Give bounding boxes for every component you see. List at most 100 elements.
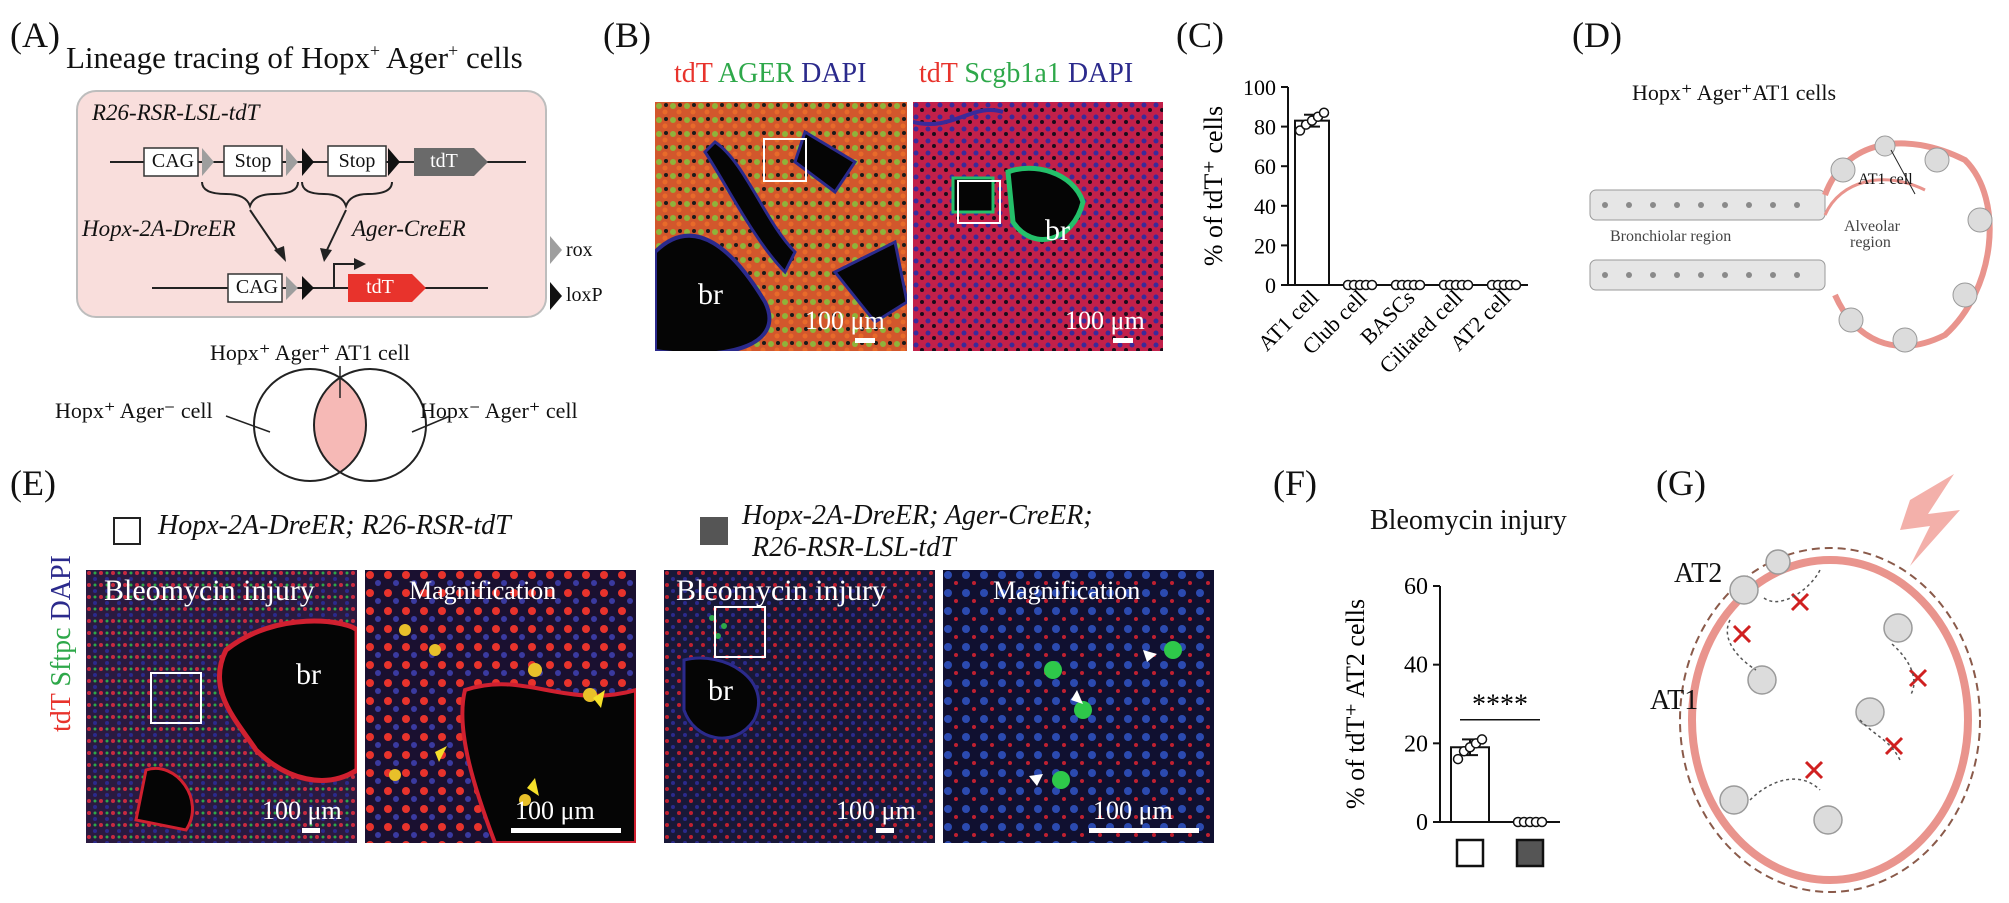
stop-label-2: Stop xyxy=(338,150,376,172)
panel-label-a: (A) xyxy=(10,15,60,55)
scale-label: 100 μm xyxy=(262,796,342,825)
y-tick-label: 0 xyxy=(1416,810,1428,836)
y-tick-label: 60 xyxy=(1254,154,1276,179)
micrograph-b-scgb1a1: br 100 μm xyxy=(913,102,1163,351)
data-point xyxy=(1414,279,1426,291)
panel-label-d: (D) xyxy=(1572,15,1622,55)
stop-box-2 xyxy=(327,145,387,177)
scale-label: 100 μm xyxy=(515,796,595,825)
x-category-symbol xyxy=(1515,838,1545,868)
venn-right-label: Hopx⁻ Ager⁺ cell xyxy=(420,398,578,423)
venn-diagram xyxy=(225,366,451,482)
stop-box-1 xyxy=(223,145,283,177)
panel-label-g: (G) xyxy=(1656,463,1706,503)
at1-cell-label: AT1 cell xyxy=(1858,171,1913,188)
bleo-label: Bleomycin injury xyxy=(104,574,315,607)
panel-label-b: (B) xyxy=(603,15,651,55)
panel-d-title: Hopx⁺ Ager⁺AT1 cells xyxy=(1632,80,1837,105)
legend-open-square xyxy=(113,517,141,545)
panel-label-c: (C) xyxy=(1176,15,1224,55)
scale-bar xyxy=(1113,338,1133,343)
data-point xyxy=(1462,279,1474,291)
rox-site xyxy=(286,148,298,176)
legend-open-label: Hopx-2A-DreER; R26-RSR-tdT xyxy=(158,510,511,541)
inset-box xyxy=(714,606,766,658)
data-point xyxy=(1510,279,1522,291)
cre-label: Ager-CreER xyxy=(352,216,466,241)
at2-label: AT2 xyxy=(1674,558,1723,589)
y-tick-label: 80 xyxy=(1254,115,1276,140)
venn-left-label: Hopx⁺ Ager⁻ cell xyxy=(55,398,213,423)
panel-a-title: Lineage tracing of Hopx+ Ager+ cells xyxy=(66,40,523,75)
micrograph-e-mag-dual: Magnification 100 μm xyxy=(943,570,1214,843)
scale-label: 100 μm xyxy=(805,306,885,335)
tdt-box-bottom xyxy=(348,274,426,302)
inset-box xyxy=(150,672,202,724)
dre-label: Hopx-2A-DreER xyxy=(82,216,236,241)
cag-box-bottom xyxy=(227,273,283,303)
panel-f-title: Bleomycin injury xyxy=(1370,505,1567,536)
rox-site xyxy=(202,148,214,176)
y-tick-label: 20 xyxy=(1404,731,1428,757)
micrograph-e-mag-control: Magnification 100 μm xyxy=(365,570,636,843)
mag-label: Magnification xyxy=(409,576,557,605)
panel-label-f: (F) xyxy=(1273,463,1317,503)
venn-top-label: Hopx⁺ Ager⁺ AT1 cell xyxy=(210,340,410,365)
br-label: br xyxy=(1045,214,1070,247)
y-tick-label: 20 xyxy=(1254,233,1276,258)
micrograph-e-bleo-control: Bleomycin injury br 100 μm xyxy=(86,570,357,843)
tdt-label-top: tdT xyxy=(430,150,458,172)
x-category-symbol xyxy=(1455,838,1485,868)
br-label: br xyxy=(698,278,723,311)
loxp-legend-icon xyxy=(550,282,562,310)
bronchiolar-label: Bronchiolar region xyxy=(1610,228,1732,245)
cag-label-bottom: CAG xyxy=(235,276,279,298)
injury-bolt-icon xyxy=(1900,474,1960,566)
mag-label: Magnification xyxy=(993,576,1141,605)
rox-legend-label: rox xyxy=(566,239,593,261)
alveolus-illustration xyxy=(1679,474,1981,893)
data-point xyxy=(1452,753,1464,765)
cag-box-top xyxy=(143,147,199,177)
panel-label-e: (E) xyxy=(10,463,56,503)
data-point xyxy=(1366,279,1378,291)
construct-diagram xyxy=(110,145,562,310)
inset-box xyxy=(763,138,807,182)
alveolar-label-2: region xyxy=(1850,234,1891,251)
legend-filled-label-1: Hopx-2A-DreER; Ager-CreER; xyxy=(742,500,1093,531)
scale-bar xyxy=(876,828,894,833)
scale-bar xyxy=(511,828,621,833)
chart-f: 0 20 40 60 % of tdT⁺ AT2 cells **** xyxy=(1341,574,1560,868)
scale-label: 100 μm xyxy=(1065,306,1145,335)
scale-label: 100 μm xyxy=(836,796,916,825)
scale-bar xyxy=(1089,828,1199,833)
panel-b-right-title: tdT Scgb1a1 DAPI xyxy=(919,58,1134,89)
data-point xyxy=(1318,107,1330,118)
data-point xyxy=(1536,816,1548,828)
tdt-box-top xyxy=(414,148,488,176)
scale-label: 100 μm xyxy=(1093,796,1173,825)
y-axis-label: % of tdT⁺ cells xyxy=(1200,106,1228,266)
stop-label-1: Stop xyxy=(234,150,272,172)
y-tick-label: 40 xyxy=(1254,194,1276,219)
y-tick-label: 100 xyxy=(1243,75,1276,100)
br-label: br xyxy=(296,658,321,691)
y-tick-label: 40 xyxy=(1404,653,1428,679)
legend-filled-label-2: R26-RSR-LSL-tdT xyxy=(752,532,956,563)
data-point xyxy=(1294,125,1306,136)
tdt-label-bottom: tdT xyxy=(366,276,394,298)
bar xyxy=(1294,119,1330,286)
construct-box xyxy=(76,90,547,318)
inset-box xyxy=(957,180,1001,224)
loxp-legend-label: loxP xyxy=(566,284,603,306)
rox-legend-icon xyxy=(550,236,562,264)
y-axis-label: % of tdT⁺ AT2 cells xyxy=(1341,599,1370,809)
scale-bar xyxy=(855,338,875,343)
significance-label: **** xyxy=(1472,690,1528,721)
cag-label-top: CAG xyxy=(151,150,195,172)
legend-filled-square xyxy=(700,517,728,545)
panel-b-left-title: tdT AGER DAPI xyxy=(674,58,867,89)
at1-label: AT1 xyxy=(1650,685,1699,716)
micrograph-e-bleo-dual: Bleomycin injury br 100 μm xyxy=(664,570,935,843)
